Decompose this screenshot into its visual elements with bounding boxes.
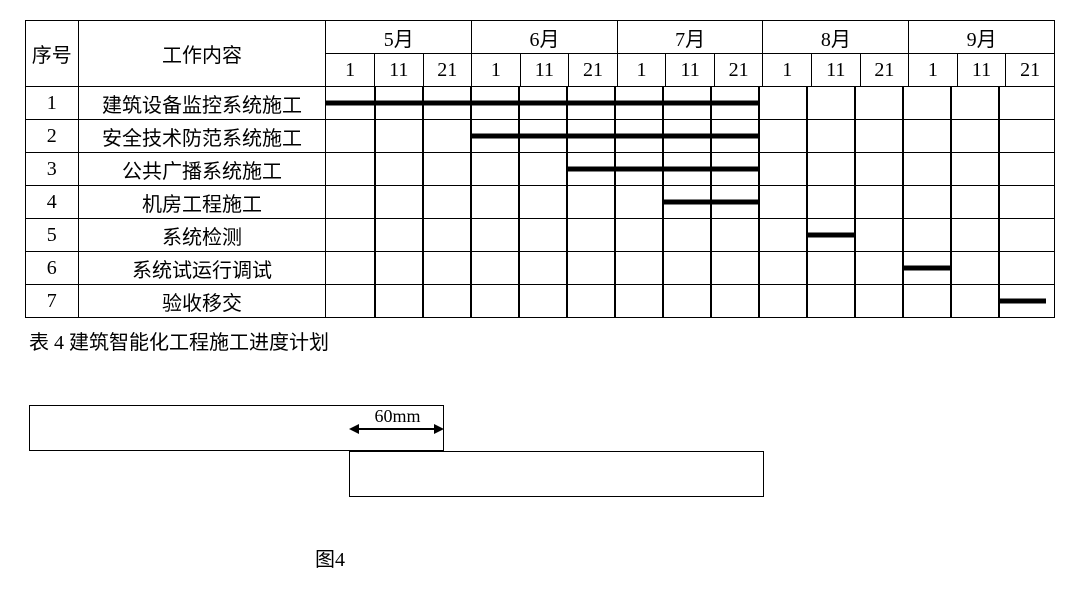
row-task: 系统检测 — [78, 219, 326, 252]
header-month: 5月 — [326, 21, 472, 54]
row-task: 安全技术防范系统施工 — [78, 120, 326, 153]
gantt-schedule-table: 序号 工作内容 5月 6月 7月 8月 9月 11121111211112111… — [25, 20, 1055, 318]
overlap-rect-bottom — [349, 451, 764, 497]
header-day: 21 — [569, 54, 618, 87]
row-task: 机房工程施工 — [78, 186, 326, 219]
header-task: 工作内容 — [78, 21, 326, 87]
figure-4-caption: 图4 — [315, 543, 1055, 572]
table-row: 1建筑设备监控系统施工 — [26, 87, 1055, 120]
gantt-bar-cell — [326, 120, 1055, 153]
gantt-bar-cell — [326, 285, 1055, 318]
row-task: 验收移交 — [78, 285, 326, 318]
header-day: 21 — [714, 54, 763, 87]
row-seq: 2 — [26, 120, 79, 153]
header-day: 1 — [617, 54, 665, 87]
header-month: 6月 — [472, 21, 618, 54]
gantt-bar — [470, 134, 758, 139]
row-seq: 7 — [26, 285, 79, 318]
arrow-left-icon — [349, 424, 359, 434]
arrow-right-icon — [434, 424, 444, 434]
row-task: 建筑设备监控系统施工 — [78, 87, 326, 120]
header-row-months: 序号 工作内容 5月 6月 7月 8月 9月 — [26, 21, 1055, 54]
table-row: 3公共广播系统施工 — [26, 153, 1055, 186]
gantt-bar — [326, 101, 758, 106]
header-day: 11 — [811, 54, 860, 87]
row-seq: 6 — [26, 252, 79, 285]
header-day: 21 — [1006, 54, 1055, 87]
gantt-bar — [566, 167, 758, 172]
table-row: 6系统试运行调试 — [26, 252, 1055, 285]
gantt-body: 1建筑设备监控系统施工2安全技术防范系统施工3公共广播系统施工4机房工程施工5系… — [26, 87, 1055, 318]
header-day: 11 — [520, 54, 569, 87]
header-month: 7月 — [617, 21, 763, 54]
dimension-label: 60mm — [375, 406, 421, 427]
figure-4: 60mm — [29, 405, 789, 525]
header-day: 21 — [423, 54, 472, 87]
table-caption: 表 4 建筑智能化工程施工进度计划 — [29, 326, 1055, 355]
row-seq: 4 — [26, 186, 79, 219]
gantt-bar-cell — [326, 219, 1055, 252]
header-day: 1 — [909, 54, 957, 87]
header-day: 11 — [957, 54, 1006, 87]
row-task: 系统试运行调试 — [78, 252, 326, 285]
gantt-bar — [998, 299, 1046, 304]
row-task: 公共广播系统施工 — [78, 153, 326, 186]
gantt-bar-cell — [326, 252, 1055, 285]
gantt-bar-cell — [326, 186, 1055, 219]
header-day: 21 — [860, 54, 909, 87]
header-month: 9月 — [909, 21, 1055, 54]
row-seq: 3 — [26, 153, 79, 186]
header-day: 1 — [326, 54, 374, 87]
header-day: 1 — [763, 54, 811, 87]
gantt-bar — [662, 200, 758, 205]
header-day: 11 — [666, 54, 715, 87]
dimension-line — [357, 428, 436, 430]
gantt-bar-cell — [326, 87, 1055, 120]
gantt-bar — [806, 233, 854, 238]
header-seq: 序号 — [26, 21, 79, 87]
table-row: 5系统检测 — [26, 219, 1055, 252]
table-row: 4机房工程施工 — [26, 186, 1055, 219]
gantt-bar-cell — [326, 153, 1055, 186]
header-month: 8月 — [763, 21, 909, 54]
row-seq: 5 — [26, 219, 79, 252]
row-seq: 1 — [26, 87, 79, 120]
table-row: 2安全技术防范系统施工 — [26, 120, 1055, 153]
header-day: 11 — [374, 54, 423, 87]
gantt-bar — [902, 266, 950, 271]
table-row: 7验收移交 — [26, 285, 1055, 318]
header-day: 1 — [472, 54, 520, 87]
